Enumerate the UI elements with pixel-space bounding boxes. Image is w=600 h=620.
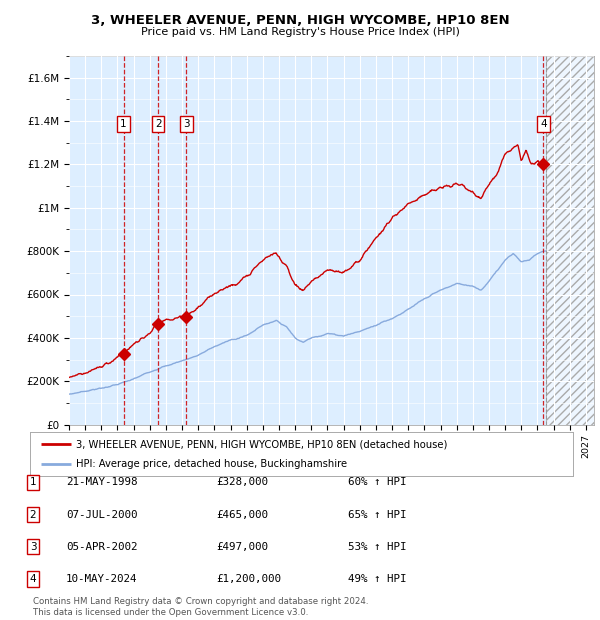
Text: 3: 3 <box>29 542 37 552</box>
Text: 10-MAY-2024: 10-MAY-2024 <box>66 574 137 584</box>
Text: £465,000: £465,000 <box>216 510 268 520</box>
Text: £1,200,000: £1,200,000 <box>216 574 281 584</box>
Text: 2: 2 <box>155 119 161 129</box>
Text: 3: 3 <box>183 119 190 129</box>
Text: 3, WHEELER AVENUE, PENN, HIGH WYCOMBE, HP10 8EN (detached house): 3, WHEELER AVENUE, PENN, HIGH WYCOMBE, H… <box>76 439 448 449</box>
Text: 05-APR-2002: 05-APR-2002 <box>66 542 137 552</box>
Bar <box>545 56 594 425</box>
Text: 21-MAY-1998: 21-MAY-1998 <box>66 477 137 487</box>
Text: 4: 4 <box>29 574 37 584</box>
Text: 65% ↑ HPI: 65% ↑ HPI <box>348 510 407 520</box>
Text: 4: 4 <box>540 119 547 129</box>
Text: 07-JUL-2000: 07-JUL-2000 <box>66 510 137 520</box>
Text: 2: 2 <box>29 510 37 520</box>
Text: £497,000: £497,000 <box>216 542 268 552</box>
Text: 1: 1 <box>120 119 127 129</box>
Bar <box>545 56 594 425</box>
Text: 60% ↑ HPI: 60% ↑ HPI <box>348 477 407 487</box>
Text: 3, WHEELER AVENUE, PENN, HIGH WYCOMBE, HP10 8EN: 3, WHEELER AVENUE, PENN, HIGH WYCOMBE, H… <box>91 14 509 27</box>
Text: 53% ↑ HPI: 53% ↑ HPI <box>348 542 407 552</box>
Text: Price paid vs. HM Land Registry's House Price Index (HPI): Price paid vs. HM Land Registry's House … <box>140 27 460 37</box>
Text: HPI: Average price, detached house, Buckinghamshire: HPI: Average price, detached house, Buck… <box>76 459 347 469</box>
Text: Contains HM Land Registry data © Crown copyright and database right 2024.
This d: Contains HM Land Registry data © Crown c… <box>33 598 368 617</box>
Text: 49% ↑ HPI: 49% ↑ HPI <box>348 574 407 584</box>
Text: £328,000: £328,000 <box>216 477 268 487</box>
Text: 1: 1 <box>29 477 37 487</box>
